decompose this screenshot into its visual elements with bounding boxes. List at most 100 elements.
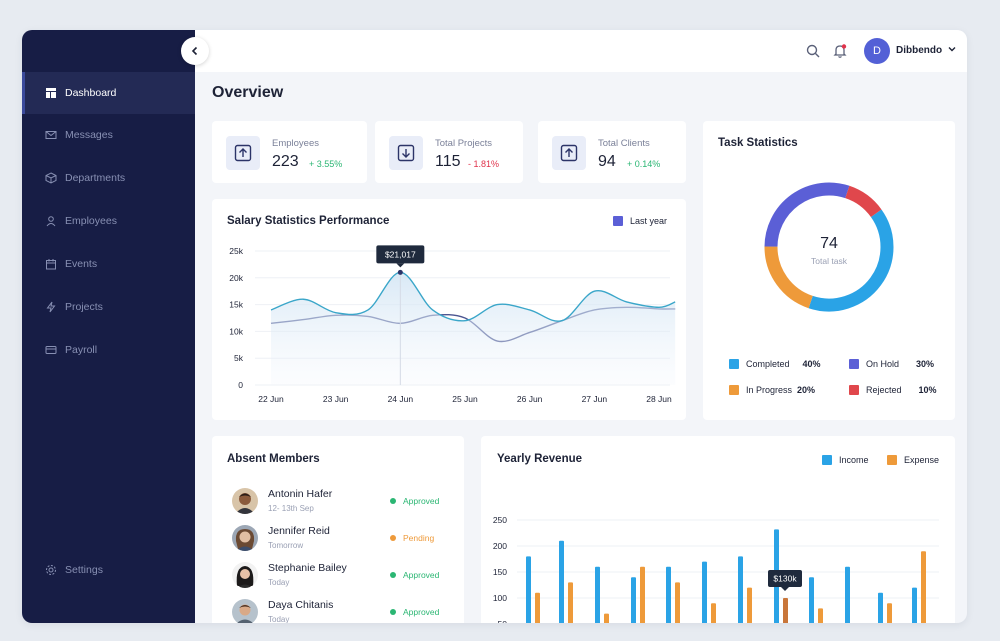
income-bar[interactable] [595,566,600,623]
sidebar-item-label: Events [65,258,98,270]
expense-bar[interactable] [711,603,716,623]
y-tick-label: 200 [493,541,507,551]
donut-slice-in-progress[interactable] [764,246,813,309]
in-progress-swatch [729,385,739,395]
income-bar[interactable] [809,577,814,623]
expense-bar[interactable] [604,613,609,623]
legend-rejected: Rejected 10% [849,385,937,395]
bell-icon[interactable] [832,43,848,59]
member-date: Tomorrow [268,541,304,550]
rejected-swatch [849,385,859,395]
income-bar[interactable] [631,577,636,623]
salary-statistics-card: Salary Statistics Performance Last year … [212,199,686,420]
sidebar-item-departments[interactable]: Departments [22,157,195,199]
user-menu[interactable]: Dibbendo [896,45,956,56]
expense-bar[interactable] [887,603,892,623]
stat-card-employees[interactable]: Employees 223 + 3.55% [212,121,367,183]
sidebar: Dashboard Messages Departments Employees… [22,30,195,623]
income-bar[interactable] [702,561,707,623]
search-icon[interactable] [805,43,821,59]
expense-bar[interactable] [783,598,788,623]
user-name: Dibbendo [896,45,943,56]
on-hold-swatch [849,359,859,369]
series-area [271,272,676,385]
sidebar-item-label: Dashboard [65,87,117,99]
sidebar-item-employees[interactable]: Employees [22,200,195,242]
expense-bar[interactable] [747,587,752,623]
member-name: Daya Chitanis [268,599,334,611]
x-tick-label: 26 Jun [517,394,543,404]
donut-slice-on-hold[interactable] [764,182,850,247]
x-tick-label: 23 Jun [323,394,349,404]
status-badge: Approved [390,607,439,617]
sidebar-item-messages[interactable]: Messages [22,114,195,156]
card-icon [45,346,57,354]
legend-in-progress: In Progress 20% [729,385,815,395]
income-bar[interactable] [666,566,671,623]
salary-line-chart: 0 5k 10k 15k 20k 25k 22 Jun 23 Jun 24 Jun 25 Jun 2… [229,245,676,404]
expense-bar[interactable] [535,592,540,623]
chevron-down-icon [948,47,956,52]
list-item[interactable]: Stephanie Bailey Today Approved [226,560,446,594]
expense-bar[interactable] [568,582,573,623]
stat-delta: - 1.81% [468,159,500,169]
bolt-icon [46,301,56,313]
tooltip-box [768,570,802,587]
absent-members-card: Absent Members Antonin Hafer 12- 13th Se… [212,436,464,623]
donut-slice-completed[interactable] [808,209,894,312]
collapse-sidebar-button[interactable] [181,37,209,65]
arrow-up-box-icon [552,136,586,170]
expense-bar[interactable] [921,551,926,623]
income-swatch [822,455,832,465]
user-icon [46,216,56,227]
sidebar-item-settings[interactable]: Settings [22,549,195,591]
stat-value: 223 [272,153,299,170]
card-title: Task Statistics [718,137,798,149]
legend-on-hold: On Hold 30% [849,359,934,369]
income-bar[interactable] [559,540,564,623]
sidebar-item-events[interactable]: Events [22,243,195,285]
tooltip-value: $130k [773,574,797,584]
y-tick-label: 5k [234,353,244,363]
list-item[interactable]: Antonin Hafer 12- 13th Sep Approved [226,486,446,520]
y-tick-label: 0 [238,380,243,390]
stat-card-projects[interactable]: Total Projects 115 - 1.81% [375,121,523,183]
x-tick-label: 25 Jun [452,394,478,404]
income-bar[interactable] [526,556,531,623]
legend-last-year: Last year [613,216,667,226]
income-bar[interactable] [845,566,850,623]
legend-income: Income [822,455,869,465]
x-tick-label: 22 Jun [258,394,284,404]
member-name: Jennifer Reid [268,525,330,537]
status-badge: Approved [390,570,439,580]
member-name: Antonin Hafer [268,488,333,500]
donut-slice-rejected[interactable] [844,185,882,218]
stat-card-clients[interactable]: Total Clients 94 + 0.14% [538,121,686,183]
x-tick-label: 27 Jun [582,394,608,404]
stat-label: Total Projects [435,138,493,149]
sidebar-item-projects[interactable]: Projects [22,286,195,328]
expense-bar[interactable] [818,608,823,623]
y-tick-label: 50 [498,619,508,623]
sidebar-item-dashboard[interactable]: Dashboard [22,72,195,114]
tooltip-arrow [396,263,405,268]
sidebar-item-payroll[interactable]: Payroll [22,329,195,371]
expense-bar[interactable] [675,582,680,623]
income-bar[interactable] [878,592,883,623]
cube-icon [45,172,57,184]
list-item[interactable]: Daya Chitanis Today Approved [226,597,446,623]
avatar[interactable]: D [864,38,890,64]
tooltip-value: $21,017 [385,249,416,259]
y-tick-label: 25k [229,246,243,256]
income-bar[interactable] [912,587,917,623]
arrow-up-box-icon [226,136,260,170]
expense-bar[interactable] [640,566,645,623]
member-avatar [232,488,258,514]
sidebar-item-label: Departments [65,172,126,184]
income-bar[interactable] [738,556,743,623]
list-item[interactable]: Jennifer Reid Tomorrow Pending [226,523,446,557]
stat-value: 115 [435,153,461,170]
data-point[interactable] [397,269,403,275]
stat-delta: + 3.55% [309,159,343,169]
card-title: Salary Statistics Performance [227,215,390,227]
